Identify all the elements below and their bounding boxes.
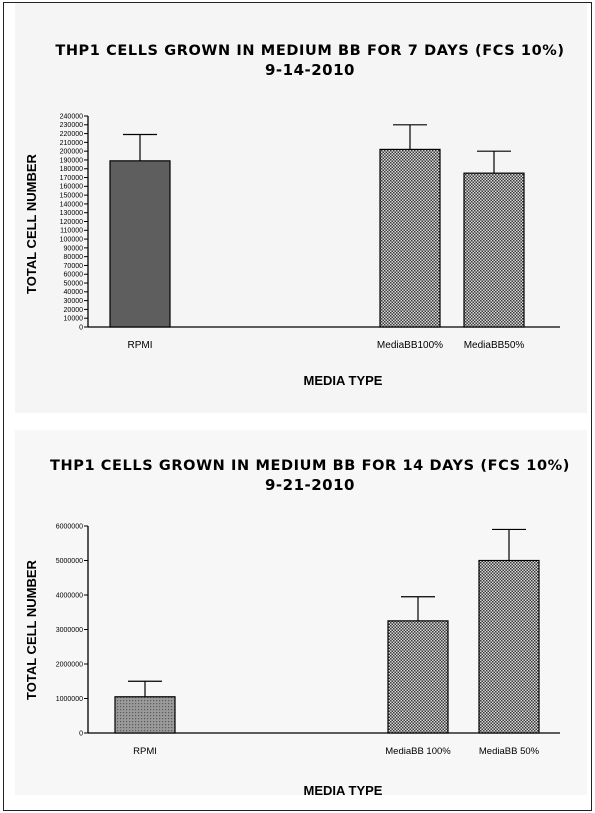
x-category-label: RPMI (128, 340, 153, 351)
y-tick-label: 4000000 (56, 592, 83, 599)
y-tick-label: 90000 (64, 245, 84, 252)
y-tick-label: 220000 (60, 131, 83, 138)
bar-mediabb-50- (478, 559, 540, 734)
y-tick-label: 6000000 (56, 523, 83, 530)
y-tick-label: 40000 (64, 289, 84, 296)
bar-mediabb50- (463, 172, 525, 328)
chart-title: THP1 CELLS GROWN IN MEDIUM BB FOR 14 DAY… (40, 457, 580, 495)
y-tick-label: 240000 (60, 113, 83, 120)
chart-subtitle: 9-21-2010 (264, 476, 355, 494)
bar-mediabb100- (379, 148, 441, 328)
chart-title: THP1 CELLS GROWN IN MEDIUM BB FOR 7 DAYS… (40, 42, 580, 80)
y-tick-label: 80000 (64, 254, 84, 261)
y-tick-label: 120000 (60, 219, 83, 226)
bar-rpmi (114, 696, 176, 734)
y-axis-label: TOTAL CELL NUMBER (24, 559, 39, 699)
y-tick-label: 60000 (64, 272, 84, 279)
chart-panel-14-days: THP1 CELLS GROWN IN MEDIUM BB FOR 14 DAY… (0, 415, 595, 813)
y-tick-label: 2000000 (56, 661, 83, 668)
y-tick-label: 110000 (60, 228, 83, 235)
x-category-label: MediaBB50% (464, 340, 525, 351)
y-tick-label: 140000 (60, 201, 83, 208)
x-category-label: MediaBB 50% (479, 746, 540, 757)
y-tick-label: 190000 (60, 157, 83, 164)
chart-subtitle: 9-14-2010 (264, 61, 355, 79)
x-category-label: MediaBB100% (377, 340, 443, 351)
y-tick-label: 230000 (60, 122, 83, 129)
chart-title-text: THP1 CELLS GROWN IN MEDIUM BB FOR 7 DAYS… (55, 43, 565, 59)
y-tick-label: 130000 (60, 210, 83, 217)
y-tick-label: 3000000 (56, 627, 83, 634)
x-axis-label: MEDIA TYPE (304, 373, 383, 388)
x-axis-label: MEDIA TYPE (304, 783, 383, 798)
bar-mediabb-100- (387, 620, 449, 734)
y-tick-label: 150000 (60, 193, 83, 200)
y-tick-label: 10000 (64, 316, 84, 323)
y-tick-label: 170000 (60, 175, 83, 182)
x-category-label: MediaBB 100% (385, 746, 451, 757)
bar-rpmi (109, 160, 171, 328)
chart-title-text: THP1 CELLS GROWN IN MEDIUM BB FOR 14 DAY… (49, 458, 571, 474)
bar-chart-14-days: 0 1000000 2000000 3000000 4000000 5000000 6000… (24, 523, 560, 798)
chart-panel-7-days: THP1 CELLS GROWN IN MEDIUM BB FOR 7 DAYS… (0, 0, 595, 400)
y-tick-label: 100000 (60, 236, 83, 243)
y-tick-label: 210000 (60, 140, 83, 147)
y-axis-label: TOTAL CELL NUMBER (24, 153, 39, 293)
y-tick-label: 70000 (64, 263, 84, 270)
y-tick-label: 160000 (60, 184, 83, 191)
y-tick-label: 180000 (60, 166, 83, 173)
y-tick-label: 0 (79, 324, 83, 331)
x-category-label: RPMI (133, 746, 157, 757)
y-tick-label: 20000 (64, 307, 84, 314)
y-tick-label: 0 (79, 730, 83, 737)
y-tick-label: 1000000 (56, 696, 83, 703)
y-tick-label: 5000000 (56, 558, 83, 565)
y-tick-label: 30000 (64, 298, 84, 305)
y-tick-label: 200000 (60, 149, 83, 156)
y-tick-label: 50000 (64, 280, 84, 287)
